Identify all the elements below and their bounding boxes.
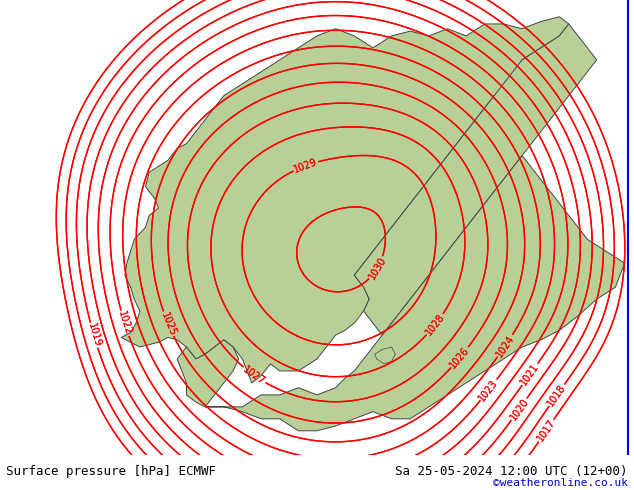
Text: 1021: 1021 — [519, 362, 541, 387]
Text: 1026: 1026 — [448, 345, 472, 370]
Text: 1020: 1020 — [508, 396, 531, 422]
Text: 1030: 1030 — [366, 255, 388, 281]
Polygon shape — [177, 340, 238, 407]
Text: 1028: 1028 — [424, 312, 447, 338]
Polygon shape — [205, 155, 624, 431]
Text: 1023: 1023 — [477, 377, 500, 403]
Text: 1023: 1023 — [477, 377, 500, 403]
Text: 1017: 1017 — [535, 417, 557, 443]
Text: 1025: 1025 — [159, 311, 178, 337]
Text: 1025: 1025 — [159, 311, 178, 337]
Text: 1024: 1024 — [494, 333, 516, 359]
Text: Surface pressure [hPa] ECMWF: Surface pressure [hPa] ECMWF — [6, 465, 216, 478]
Text: 1024: 1024 — [494, 333, 516, 359]
Text: ©weatheronline.co.uk: ©weatheronline.co.uk — [493, 478, 628, 488]
Text: 1022: 1022 — [116, 310, 133, 337]
Text: 1022: 1022 — [116, 310, 133, 337]
Text: 1026: 1026 — [448, 345, 472, 370]
Text: 1030: 1030 — [366, 255, 388, 281]
Text: Sa 25-05-2024 12:00 UTC (12+00): Sa 25-05-2024 12:00 UTC (12+00) — [395, 465, 628, 478]
Text: 1028: 1028 — [424, 312, 447, 338]
Text: 1029: 1029 — [292, 157, 319, 175]
Text: 1027: 1027 — [242, 364, 268, 387]
Text: 1019: 1019 — [86, 322, 102, 348]
Text: 1019: 1019 — [86, 322, 102, 348]
Text: 1021: 1021 — [519, 362, 541, 387]
Polygon shape — [375, 347, 396, 364]
Text: 1020: 1020 — [508, 396, 531, 422]
Text: 1029: 1029 — [292, 157, 319, 175]
Polygon shape — [121, 17, 569, 383]
Text: 1018: 1018 — [546, 382, 568, 408]
Text: 1018: 1018 — [546, 382, 568, 408]
Text: 1027: 1027 — [242, 364, 268, 387]
Polygon shape — [354, 24, 597, 335]
Text: 1017: 1017 — [535, 417, 557, 443]
